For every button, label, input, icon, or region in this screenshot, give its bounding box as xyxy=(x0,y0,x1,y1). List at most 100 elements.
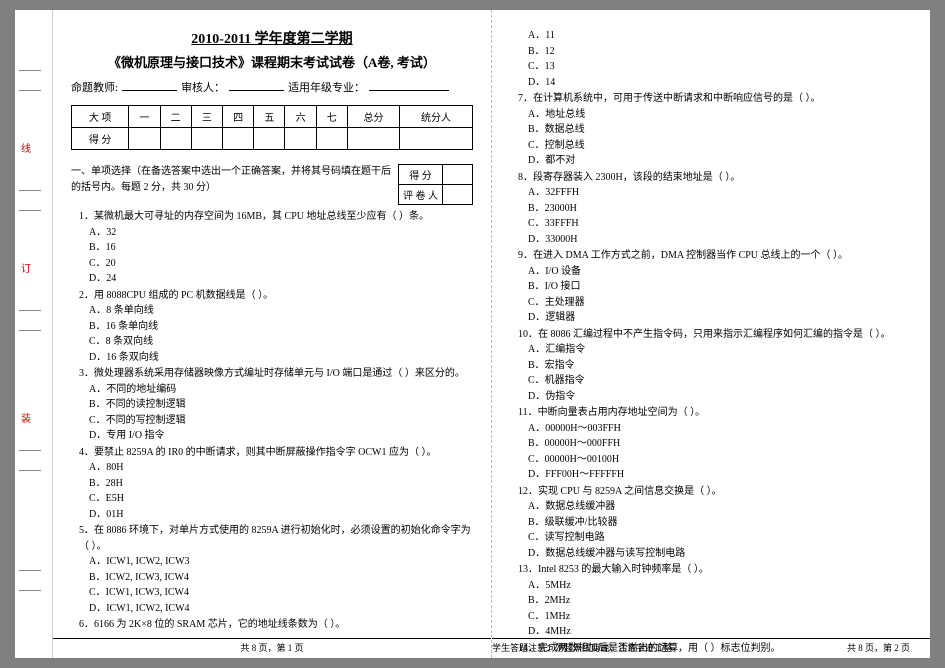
option: A．8 条单向线 xyxy=(89,303,473,319)
score-blank-cell xyxy=(285,128,316,150)
question-options: A．32FFFHB．23000HC．33FFFHD．33000H xyxy=(510,185,912,247)
option: A．数据总线缓冲器 xyxy=(528,499,912,515)
question-options: A．5MHzB．2MHzC．1MHzD．4MHz xyxy=(510,578,912,640)
option: C．33FFFH xyxy=(528,216,912,232)
option: C．读写控制电路 xyxy=(528,530,912,546)
question-options: A．数据总线缓冲器B．级联缓冲/比较器C．读写控制电路D．数据总线缓冲器与读写控… xyxy=(510,499,912,561)
page-left: 2010-2011 学年度第二学期 《微机原理与接口技术》课程期末考试试卷（A卷… xyxy=(53,10,492,658)
question-options: A．ZFB．IF xyxy=(510,656,912,658)
mini-grader-blank xyxy=(443,185,473,205)
question-stem: 6．6166 为 2K×8 位的 SRAM 芯片，它的地址线条数为（ ）。 xyxy=(71,617,473,633)
score-header-cell: 三 xyxy=(191,106,222,128)
score-blank-cell xyxy=(399,128,472,150)
option: A．80H xyxy=(89,460,473,476)
score-row-label: 得 分 xyxy=(72,128,129,150)
blank-grade xyxy=(369,79,449,91)
question-stem: 1．某微机最大可寻址的内存空间为 16MB，其 CPU 地址总线至少应有（ ）条… xyxy=(71,209,473,225)
score-blank-cell xyxy=(129,128,160,150)
mini-grader-label: 评 卷 人 xyxy=(399,185,443,205)
page-right: A．11B．12C．13D．147．在计算机系统中，可用于传送中断请求和中断响应… xyxy=(492,10,930,658)
score-header-cell: 总分 xyxy=(347,106,399,128)
option: C．13 xyxy=(528,59,912,75)
option: D．24 xyxy=(89,271,473,287)
option: A．不同的地址编码 xyxy=(89,382,473,398)
mini-score-label: 得 分 xyxy=(399,165,443,185)
question-stem: 3．微处理器系统采用存储器映像方式编址时存储单元与 I/O 端口是通过（ ）来区… xyxy=(71,366,473,382)
option: B．数据总线 xyxy=(528,122,912,138)
option: A．11 xyxy=(528,28,912,44)
semester-title: 2010-2011 学年度第二学期 xyxy=(71,28,473,48)
option: D．专用 I/O 指令 xyxy=(89,428,473,444)
question-stem: 10．在 8086 汇编过程中不产生指令码，只用来指示汇编程序如何汇编的指令是（… xyxy=(510,327,912,343)
option: D．数据总线缓冲器与读写控制电路 xyxy=(528,546,912,562)
score-header-cell: 一 xyxy=(129,106,160,128)
option: B．ICW2, ICW3, ICW4 xyxy=(89,570,473,586)
question-options: A．I/O 设备B．I/O 接口C．主处理器D．逻辑器 xyxy=(510,264,912,326)
footer-left: 共 8 页，第 1 页 xyxy=(53,638,491,654)
option: C．不同的写控制逻辑 xyxy=(89,413,473,429)
meta-label-grade: 适用年级专业： xyxy=(288,79,365,95)
meta-label-teacher: 命题教师: xyxy=(71,79,118,95)
blank-reviewer xyxy=(229,79,284,91)
footer-mid: 学生答题注意：勿超黑线两端；注意字迹工整。 xyxy=(492,641,681,654)
score-header-cell: 统分人 xyxy=(399,106,472,128)
score-header-cell: 五 xyxy=(254,106,285,128)
question-stem: 13．Intel 8253 的最大输入时钟频率是（ ）。 xyxy=(510,562,912,578)
question-options: A．不同的地址编码B．不同的读控制逻辑C．不同的写控制逻辑D．专用 I/O 指令 xyxy=(71,382,473,444)
score-blank-cell xyxy=(222,128,253,150)
score-header-cell: 六 xyxy=(285,106,316,128)
option: B．16 xyxy=(89,240,473,256)
question-stem: 9．在进入 DMA 工作方式之前，DMA 控制器当作 CPU 总线上的一个（ ）… xyxy=(510,248,912,264)
option: C．1MHz xyxy=(528,609,912,625)
option: D．01H xyxy=(89,507,473,523)
question-stem: 12．实现 CPU 与 8259A 之间信息交换是（ ）。 xyxy=(510,484,912,500)
option: B．23000H xyxy=(528,201,912,217)
option: A．32 xyxy=(89,225,473,241)
questions-left: 1．某微机最大可寻址的内存空间为 16MB，其 CPU 地址总线至少应有（ ）条… xyxy=(71,209,473,633)
binding-gutter: 线订装 xyxy=(15,10,53,658)
option: C．ICW1, ICW3, ICW4 xyxy=(89,585,473,601)
option: C．控制总线 xyxy=(528,138,912,154)
option: B．16 条单向线 xyxy=(89,319,473,335)
mini-score-blank xyxy=(443,165,473,185)
course-title: 《微机原理与接口技术》课程期末考试试卷（A卷, 考试） xyxy=(71,52,473,71)
option: D．16 条双向线 xyxy=(89,350,473,366)
question-options: A．00000H～003FFHB．00000H～000FFHC．00000H～0… xyxy=(510,421,912,483)
blank-teacher xyxy=(122,79,177,91)
score-table: 大 项一二三四五六七总分统分人 得 分 xyxy=(71,105,473,150)
option: D．FFF00H～FFFFFH xyxy=(528,467,912,483)
option: A．00000H～003FFH xyxy=(528,421,912,437)
option: D．ICW1, ICW2, ICW4 xyxy=(89,601,473,617)
option: A．5MHz xyxy=(528,578,912,594)
option: B．I/O 接口 xyxy=(528,279,912,295)
question-options: A．8 条单向线B．16 条单向线C．8 条双向线D．16 条双向线 xyxy=(71,303,473,365)
option: C．机器指令 xyxy=(528,373,912,389)
option: C．主处理器 xyxy=(528,295,912,311)
score-blank-cell xyxy=(191,128,222,150)
option: B．2MHz xyxy=(528,593,912,609)
grader-box: 得 分 评 卷 人 xyxy=(398,164,473,205)
question-stem: 2．用 8088CPU 组成的 PC 机数据线是（ ）。 xyxy=(71,288,473,304)
footer-right-wrap: 学生答题注意：勿超黑线两端；注意字迹工整。 共 8 页，第 2 页 xyxy=(492,638,930,654)
option: A．汇编指令 xyxy=(528,342,912,358)
question-stem: 5．在 8086 环境下，对单片方式使用的 8259A 进行初始化时，必须设置的… xyxy=(71,523,473,554)
score-blank-cell xyxy=(254,128,285,150)
question-options: A．32B．16C．20D．24 xyxy=(71,225,473,287)
option: D．都不对 xyxy=(528,153,912,169)
option: C．8 条双向线 xyxy=(89,334,473,350)
option: B．00000H～000FFH xyxy=(528,436,912,452)
gutter-label: 线 xyxy=(21,140,31,155)
meta-line: 命题教师: 审核人： 适用年级专业： xyxy=(71,79,473,95)
option: D．14 xyxy=(528,75,912,91)
option: C．E5H xyxy=(89,491,473,507)
option: C．00000H～00100H xyxy=(528,452,912,468)
question-options: A．汇编指令B．宏指令C．机器指令D．伪指令 xyxy=(510,342,912,404)
option: B．28H xyxy=(89,476,473,492)
score-blank-cell xyxy=(316,128,347,150)
questions-right: A．11B．12C．13D．147．在计算机系统中，可用于传送中断请求和中断响应… xyxy=(510,28,912,658)
gutter-label: 装 xyxy=(21,410,31,425)
question-options: A．地址总线B．数据总线C．控制总线D．都不对 xyxy=(510,107,912,169)
question-options: A．11B．12C．13D．14 xyxy=(510,28,912,90)
option: A．地址总线 xyxy=(528,107,912,123)
gutter-label: 订 xyxy=(21,260,31,275)
